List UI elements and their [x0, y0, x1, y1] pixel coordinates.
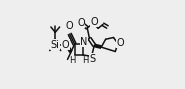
Text: S: S	[89, 53, 95, 64]
Text: O: O	[116, 38, 124, 48]
Text: H: H	[69, 57, 75, 66]
Text: O: O	[62, 40, 70, 49]
Text: N: N	[80, 37, 88, 47]
Text: Si: Si	[51, 40, 60, 49]
Text: O: O	[77, 18, 85, 28]
Text: O: O	[90, 17, 98, 27]
Text: O: O	[66, 21, 73, 31]
Text: H: H	[82, 57, 88, 66]
